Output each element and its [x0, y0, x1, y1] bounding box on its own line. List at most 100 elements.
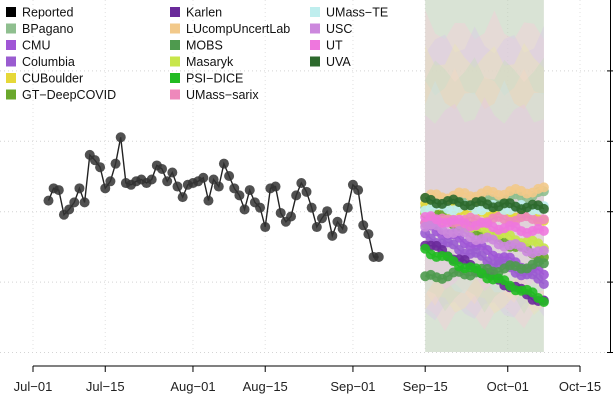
reported-point — [311, 222, 322, 233]
legend-label: Columbia — [22, 55, 75, 69]
legend-item: UVA — [310, 55, 351, 69]
reported-point — [167, 167, 178, 178]
legend-label: PSI−DICE — [186, 72, 243, 86]
reported-point — [74, 183, 85, 194]
forecast-series-UVA — [420, 192, 549, 215]
reported-point — [110, 158, 121, 169]
reported-point — [337, 223, 348, 234]
legend-item: GT−DeepCOVID — [6, 88, 116, 102]
legend-swatch — [170, 23, 180, 34]
x-tick-label: Jul−01 — [14, 379, 53, 394]
reported-point — [358, 220, 369, 231]
reported-point — [64, 204, 75, 215]
legend-label: CUBoulder — [22, 72, 83, 86]
legend-label: Reported — [22, 6, 73, 20]
x-tick-label: Jul−15 — [86, 379, 125, 394]
legend-swatch — [6, 23, 16, 34]
reported-point — [218, 158, 229, 169]
legend-swatch — [170, 56, 180, 67]
legend-label: CMU — [22, 39, 50, 53]
legend-swatch — [310, 7, 320, 17]
legend-swatch — [6, 7, 16, 17]
legend-label: UVA — [326, 55, 351, 69]
legend-swatch — [6, 73, 16, 83]
reported-point — [79, 197, 90, 208]
legend-label: UT — [326, 39, 343, 53]
legend-label: UMass−TE — [326, 6, 388, 20]
x-tick-label: Sep−15 — [403, 379, 448, 394]
legend-swatch — [6, 89, 16, 100]
reported-point — [69, 197, 80, 208]
forecast-line — [424, 197, 545, 210]
x-tick-label: Sep−01 — [330, 379, 375, 394]
legend: Reported BPagano CMU Columbia CUBoulder GT−De… — [6, 6, 388, 102]
legend-label: MOBS — [186, 39, 223, 53]
legend-item: UT — [310, 39, 343, 53]
legend-label: GT−DeepCOVID — [22, 88, 116, 102]
reported-point — [208, 174, 219, 185]
reported-point — [301, 186, 312, 197]
reported-point — [234, 190, 245, 201]
forecast-series-USC — [420, 219, 549, 259]
legend-item: UMass−sarix — [170, 88, 259, 102]
legend-swatch — [170, 40, 180, 50]
legend-item: UMass−TE — [310, 6, 388, 20]
reported-point — [100, 183, 111, 194]
reported-point — [239, 204, 250, 215]
reported-point — [353, 185, 364, 196]
legend-swatch — [170, 89, 180, 100]
legend-label: BPagano — [22, 22, 73, 36]
legend-label: Masaryk — [186, 55, 234, 69]
legend-item: Columbia — [6, 55, 75, 69]
reported-point — [322, 206, 333, 217]
forecast-series-UT — [420, 211, 549, 239]
reported-point — [260, 222, 271, 233]
reported-point — [306, 202, 317, 213]
reported-point — [275, 207, 286, 218]
reported-point — [296, 178, 307, 189]
legend-swatch — [170, 73, 180, 83]
forecast-line — [425, 261, 545, 280]
reported-point — [157, 163, 168, 174]
reported-point — [53, 185, 64, 196]
reported-point — [43, 195, 54, 206]
legend-item: CUBoulder — [6, 72, 83, 86]
reported-point — [316, 213, 327, 224]
reported-point — [229, 183, 240, 194]
legend-swatch — [310, 23, 320, 34]
legend-item: USC — [310, 22, 352, 36]
reported-point — [332, 216, 343, 227]
reported-point — [162, 176, 173, 187]
reported-point — [105, 176, 116, 187]
reported-point — [363, 229, 374, 240]
reported-point — [146, 174, 157, 185]
reported-point — [177, 192, 188, 203]
legend-item: Karlen — [170, 6, 222, 20]
legend-item: BPagano — [6, 22, 73, 36]
legend-item: LUcompUncertLab — [170, 22, 290, 36]
legend-label: LUcompUncertLab — [186, 22, 290, 36]
legend-item: Reported — [6, 6, 73, 20]
reported-point — [203, 195, 214, 206]
x-tick-label: Aug−01 — [170, 379, 215, 394]
reported-point — [270, 181, 281, 192]
reported-point — [115, 132, 126, 143]
legend-swatch — [310, 56, 320, 67]
legend-item: MOBS — [170, 39, 223, 53]
x-tick-label: Aug−15 — [243, 379, 288, 394]
reported-point — [327, 230, 338, 241]
x-tick-label: Oct−01 — [487, 379, 529, 394]
forecast-line — [424, 248, 545, 303]
legend-item: CMU — [6, 39, 50, 53]
reported-point — [172, 181, 183, 192]
reported-point — [286, 211, 297, 222]
legend-label: USC — [326, 22, 352, 36]
reported-series — [43, 132, 384, 262]
reported-point — [255, 202, 266, 213]
forecast-line — [424, 223, 544, 254]
reported-point — [213, 181, 224, 192]
reported-point — [224, 171, 235, 181]
x-axis: Jul−01 Jul−15 Aug−01 Aug−15 Sep−01 Sep−15 Oct−… — [14, 0, 613, 394]
legend-item: PSI−DICE — [170, 72, 243, 86]
